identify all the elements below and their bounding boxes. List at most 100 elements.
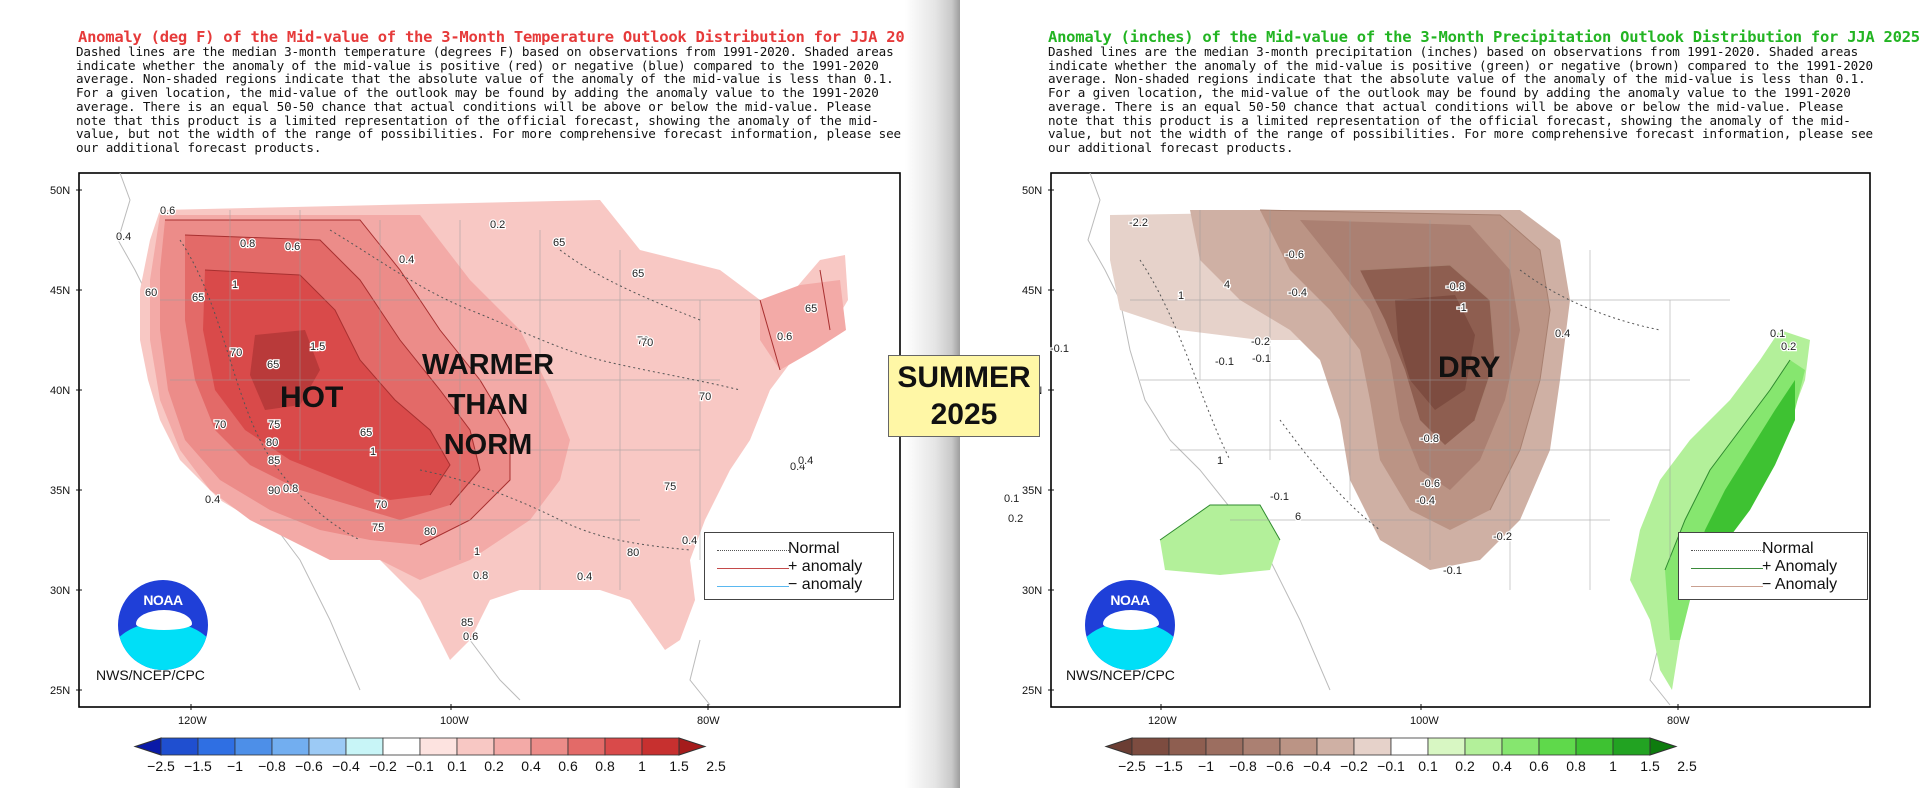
colorbar-tick-label: 1.5 xyxy=(1640,758,1660,774)
precipitation-dry-label: DRY xyxy=(1438,351,1501,384)
temperature-warmer-line1: WARMER xyxy=(421,349,555,381)
summer-label-line2: 2025 xyxy=(930,398,998,431)
contour-label: 80 xyxy=(424,526,436,538)
legend-plus-label: + Anomaly xyxy=(1762,558,1838,575)
colorbar-tick-label: −0.2 xyxy=(1340,758,1368,774)
colorbar-tick-label: −0.1 xyxy=(1377,758,1405,774)
contour-label: 65 xyxy=(192,292,204,304)
temperature-contour-labels: 0.6 0.4 0.8 0.6 1 1.5 0.2 0.4 65 65 60 65 70 65 70 75 80… xyxy=(115,204,819,645)
contour-label: 65 xyxy=(267,359,279,371)
contour-label: -0.8 xyxy=(1446,281,1465,293)
contour-label: -0.1 xyxy=(1270,491,1289,503)
colorbar-tick-label: 2.5 xyxy=(706,758,726,774)
contour-label: 70 xyxy=(641,337,653,349)
colorbar-swatch xyxy=(1427,737,1466,756)
colorbar-tick-label: 1 xyxy=(638,758,646,774)
temperature-lat-label: 50N xyxy=(50,185,70,197)
contour-label: 65 xyxy=(805,303,817,315)
colorbar-tick-label: −0.6 xyxy=(295,758,323,774)
contour-label: 0.6 xyxy=(777,331,792,343)
colorbar-tick-label: 0.2 xyxy=(484,758,504,774)
contour-label: 4 xyxy=(1224,279,1230,291)
colorbar-swatch xyxy=(1205,737,1244,756)
colorbar-swatch xyxy=(456,737,495,756)
colorbar-tick-label: 2.5 xyxy=(1677,758,1697,774)
temperature-lon-label: 120W xyxy=(178,715,207,727)
colorbar-swatch xyxy=(1501,737,1540,756)
legend-normal-line xyxy=(1691,550,1763,551)
contour-label: -0.4 xyxy=(1288,287,1307,299)
colorbar-swatch xyxy=(234,737,273,756)
colorbar-swatch xyxy=(1131,737,1170,756)
colorbar-swatch xyxy=(567,737,606,756)
temperature-lon-label: 80W xyxy=(697,715,720,727)
temperature-title: Anomaly (deg F) of the Mid-value of the … xyxy=(78,28,923,46)
contour-label: -0.1 xyxy=(1252,353,1271,365)
colorbar-tick-label: 1.5 xyxy=(669,758,689,774)
colorbar-tick-label: 0.8 xyxy=(595,758,615,774)
precipitation-contour-labels: -2.2 -0.6 4 -0.4 -0.8 -1 -0.2 -0.1 1 -0.1 -0.1 1 -0.… xyxy=(1003,216,1798,584)
temperature-lat-label: 35N xyxy=(50,485,70,497)
colorbar-tick-label: −1 xyxy=(1198,758,1214,774)
contour-label: 1 xyxy=(370,446,376,458)
colorbar-swatch xyxy=(1279,737,1318,756)
contour-label: -1 xyxy=(1457,302,1467,314)
colorbar-swatch xyxy=(1612,737,1651,756)
colorbar-tick-label: 0.6 xyxy=(1529,758,1549,774)
colorbar-tick-label: −0.8 xyxy=(258,758,286,774)
colorbar-arrow-left xyxy=(133,737,162,756)
contour-label: -0.4 xyxy=(1416,495,1435,507)
contour-label: 6 xyxy=(1295,511,1301,523)
contour-label: 0.1 xyxy=(1004,493,1019,505)
temperature-lat-label: 25N xyxy=(50,685,70,697)
colorbar-swatch xyxy=(160,737,199,756)
contour-label: 75 xyxy=(372,522,384,534)
contour-label: 65 xyxy=(632,268,644,280)
noaa-logo-right: NOAA xyxy=(1085,580,1175,670)
legend-minus-line xyxy=(1691,586,1763,587)
contour-label: 0.2 xyxy=(490,219,505,231)
colorbar-tick-label: 0.1 xyxy=(447,758,467,774)
contour-label: 0.4 xyxy=(798,455,813,467)
colorbar-tick-label: −0.4 xyxy=(332,758,360,774)
contour-label: 1.5 xyxy=(310,341,325,353)
colorbar-swatch xyxy=(530,737,569,756)
colorbar-swatch xyxy=(493,737,532,756)
temperature-panel: Anomaly (deg F) of the Mid-value of the … xyxy=(0,0,923,788)
colorbar-tick-label: −0.6 xyxy=(1266,758,1294,774)
colorbar-tick-label: 0.6 xyxy=(558,758,578,774)
colorbar-swatch xyxy=(308,737,347,756)
contour-label: -0.1 xyxy=(1443,565,1462,577)
temperature-credit: NWS/NCEP/CPC xyxy=(96,667,205,683)
temperature-description: Dashed lines are the median 3-month temp… xyxy=(76,44,901,155)
temperature-lat-label: 45N xyxy=(50,285,70,297)
legend-normal-label: Normal xyxy=(788,540,840,557)
contour-label: 90 xyxy=(268,485,280,497)
contour-label: 75 xyxy=(664,481,676,493)
contour-label: 70 xyxy=(230,347,242,359)
contour-label: 70 xyxy=(375,499,387,511)
contour-label: 0.4 xyxy=(577,571,592,583)
colorbar-tick-label: 0.4 xyxy=(521,758,541,774)
contour-label: -0.2 xyxy=(1493,531,1512,543)
colorbar-tick-label: −0.2 xyxy=(369,758,397,774)
colorbar-swatch xyxy=(1316,737,1355,756)
precipitation-shade-neg-1.5 xyxy=(1395,295,1475,410)
noaa-logo-text: NOAA xyxy=(1110,592,1150,608)
colorbar-tick-label: 0.4 xyxy=(1492,758,1512,774)
contour-label: 0.4 xyxy=(682,535,697,547)
contour-label: 65 xyxy=(360,427,372,439)
precipitation-credit: NWS/NCEP/CPC xyxy=(1066,667,1175,683)
temperature-warmer-line2: THAN xyxy=(447,389,529,421)
colorbar-swatch xyxy=(1390,737,1429,756)
precipitation-lat-label: 25N xyxy=(1022,685,1042,697)
contour-label: 0.6 xyxy=(285,241,300,253)
precipitation-lon-label: 80W xyxy=(1667,715,1690,727)
contour-label: 0.8 xyxy=(473,570,488,582)
contour-label: -0.8 xyxy=(1420,433,1439,445)
contour-label: -0.6 xyxy=(1285,249,1304,261)
temperature-lat-label: 40N xyxy=(50,385,70,397)
contour-label: 0.4 xyxy=(1555,328,1570,340)
colorbar-tick-label: 0.8 xyxy=(1566,758,1586,774)
temperature-colorbar: −2.5 −1.5 −1 −0.8 −0.6 −0.4 −0.2 −0.1 0.1 0.2 0.4 0… xyxy=(133,737,726,774)
